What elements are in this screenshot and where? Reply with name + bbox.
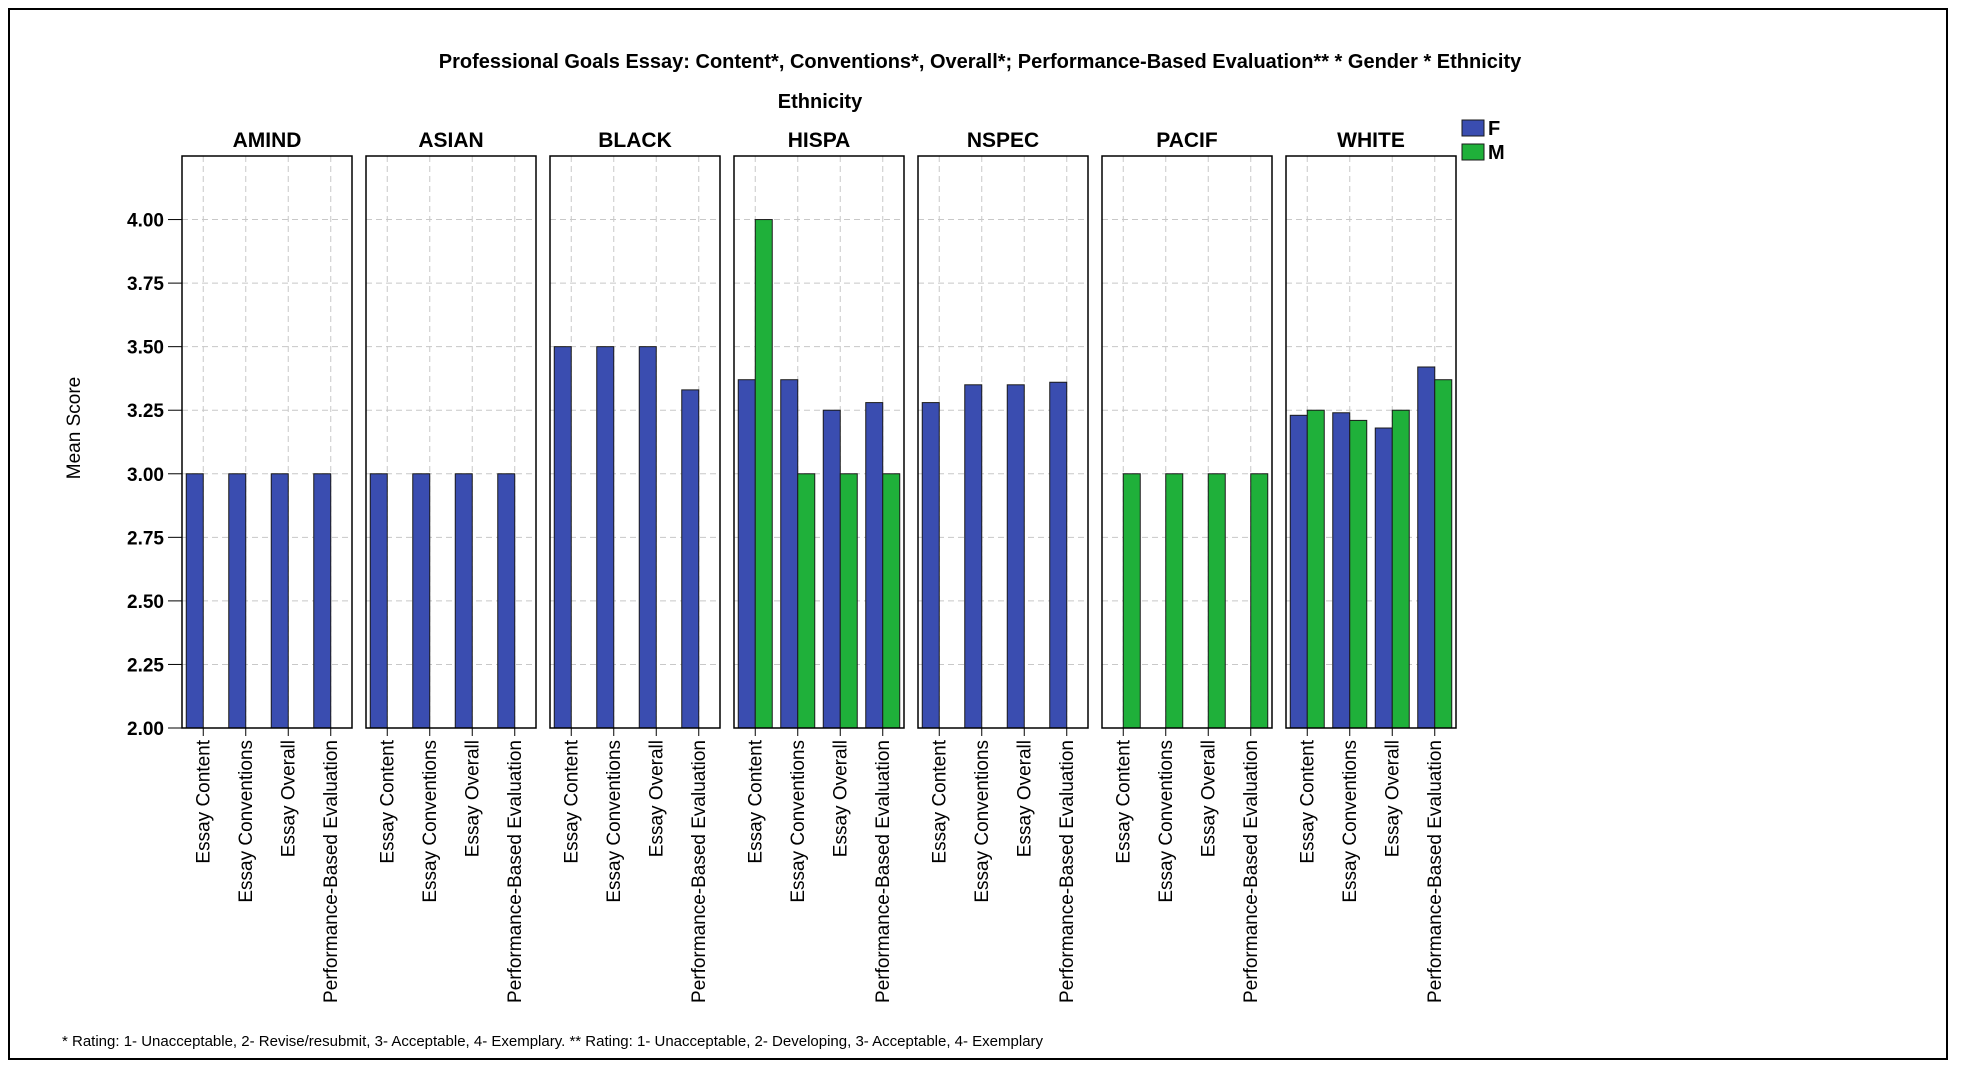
- bar-F: [1049, 381, 1068, 729]
- facet-label: WHITE: [1337, 129, 1405, 152]
- bar-M: [839, 473, 858, 729]
- y-tick-label: 2.00: [127, 719, 164, 740]
- bar-M: [1207, 473, 1226, 729]
- bar-F: [964, 384, 983, 729]
- bar-F: [1006, 384, 1025, 729]
- x-tick-label: Performance-Based Evaluation: [505, 740, 526, 1003]
- facet-border: [365, 155, 537, 729]
- x-tick-label: Performance-Based Evaluation: [689, 740, 710, 1003]
- facet-label: NSPEC: [967, 129, 1039, 152]
- facet-border: [733, 155, 905, 729]
- x-tick-label: Performance-Based Evaluation: [1241, 740, 1262, 1003]
- bar-M: [1391, 409, 1410, 729]
- facet-border: [549, 155, 721, 729]
- y-tick-label: 3.00: [127, 465, 164, 486]
- bar-F: [412, 473, 431, 729]
- bar-F: [865, 402, 884, 729]
- x-tick-label: Essay Conventions: [420, 740, 441, 903]
- bar-F: [681, 389, 700, 729]
- x-tick-label: Essay Conventions: [236, 740, 257, 903]
- chart-title: Professional Goals Essay: Content*, Conv…: [439, 51, 1522, 73]
- footnote: * Rating: 1- Unacceptable, 2- Revise/res…: [62, 1033, 1044, 1050]
- bar-F: [185, 473, 204, 729]
- y-tick-label: 4.00: [127, 211, 164, 232]
- bar-F: [780, 379, 799, 729]
- x-tick-label: Essay Conventions: [788, 740, 809, 903]
- facet-border: [917, 155, 1089, 729]
- bar-F: [454, 473, 473, 729]
- x-tick-label: Essay Overall: [462, 740, 483, 857]
- bar-F: [1374, 427, 1393, 729]
- facet-border: [1101, 155, 1273, 729]
- x-tick-label: Essay Conventions: [604, 740, 625, 903]
- bar-M: [1434, 379, 1453, 729]
- bar-F: [313, 473, 332, 729]
- bar-F: [1332, 412, 1351, 729]
- x-tick-label: Essay Content: [1113, 739, 1134, 863]
- facet-title: Ethnicity: [778, 91, 863, 113]
- bar-F: [553, 346, 572, 729]
- bar-F: [822, 409, 841, 729]
- x-tick-label: Performance-Based Evaluation: [1425, 740, 1446, 1003]
- facet-label: HISPA: [788, 129, 851, 152]
- facet-border: [1285, 155, 1457, 729]
- bar-F: [737, 379, 756, 729]
- x-tick-label: Essay Conventions: [972, 740, 993, 903]
- x-tick-label: Essay Overall: [1198, 740, 1219, 857]
- bar-M: [797, 473, 816, 729]
- bar-M: [1306, 409, 1325, 729]
- bar-M: [1122, 473, 1141, 729]
- facet-label: PACIF: [1156, 129, 1218, 152]
- x-tick-label: Essay Content: [193, 739, 214, 863]
- bar-M: [754, 219, 773, 729]
- legend-swatch-F: [1461, 119, 1485, 137]
- facet-label: AMIND: [233, 129, 302, 152]
- y-tick-label: 3.25: [127, 401, 164, 422]
- bar-M: [1165, 473, 1184, 729]
- x-tick-label: Performance-Based Evaluation: [321, 740, 342, 1003]
- bar-F: [270, 473, 289, 729]
- bar-F: [1289, 414, 1308, 729]
- bar-F: [921, 402, 940, 729]
- x-tick-label: Essay Conventions: [1340, 740, 1361, 903]
- legend-label-F: F: [1488, 118, 1500, 140]
- x-tick-label: Essay Overall: [278, 740, 299, 857]
- facet-border: [181, 155, 353, 729]
- facet-label: BLACK: [598, 129, 672, 152]
- bar-F: [638, 346, 657, 729]
- x-tick-label: Performance-Based Evaluation: [873, 740, 894, 1003]
- x-tick-label: Essay Overall: [1014, 740, 1035, 857]
- bar-F: [228, 473, 247, 729]
- y-tick-label: 2.50: [127, 592, 164, 613]
- plot-area: 2.00 2.25 2.50 2.75 3.00 3.25 3.50 3.75 4.00 AMIN…: [127, 129, 1457, 1003]
- bar-F: [1417, 366, 1436, 729]
- bar-F: [369, 473, 388, 729]
- y-tick-label: 2.25: [127, 655, 164, 676]
- y-tick-label: 2.75: [127, 528, 164, 549]
- x-tick-label: Essay Content: [929, 739, 950, 863]
- x-tick-label: Essay Content: [1297, 739, 1318, 863]
- y-tick-label: 3.50: [127, 338, 164, 359]
- x-tick-label: Essay Overall: [1382, 740, 1403, 857]
- bar-M: [882, 473, 901, 729]
- x-tick-label: Essay Content: [561, 739, 582, 863]
- x-tick-label: Essay Overall: [646, 740, 667, 857]
- x-tick-label: Performance-Based Evaluation: [1057, 740, 1078, 1003]
- x-tick-label: Essay Overall: [830, 740, 851, 857]
- bar-M: [1250, 473, 1269, 729]
- legend: FM: [1461, 118, 1505, 164]
- bar-F: [596, 346, 615, 729]
- y-axis-label: Mean Score: [64, 377, 85, 479]
- x-tick-label: Essay Content: [377, 739, 398, 863]
- facet-label: ASIAN: [418, 129, 483, 152]
- x-tick-label: Essay Content: [745, 739, 766, 863]
- bar-M: [1349, 419, 1368, 729]
- legend-label-M: M: [1488, 142, 1505, 164]
- x-tick-label: Essay Conventions: [1156, 740, 1177, 903]
- bar-F: [497, 473, 516, 729]
- legend-swatch-M: [1461, 143, 1485, 161]
- y-tick-label: 3.75: [127, 274, 164, 295]
